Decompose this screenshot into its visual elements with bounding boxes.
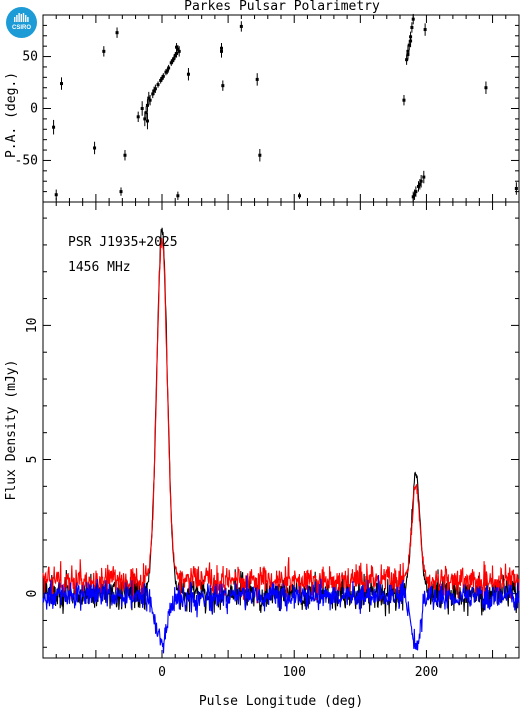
pa-point [175,45,179,49]
total-intensity-line [42,227,520,617]
flux-y-axis-label: Flux Density (mJy) [4,360,19,501]
pa-point [258,153,262,157]
pa-point [409,39,413,43]
pa-y-tick-label: 50 [22,50,38,65]
pa-point [419,179,423,183]
pa-point [160,76,164,80]
pa-point [175,51,179,55]
pa-point [169,61,173,65]
pa-point [405,58,409,62]
pa-point [514,186,518,190]
pa-point [145,119,149,123]
pa-point [407,43,411,47]
pa-point [176,47,180,51]
flux-y-tick-label: 0 [25,590,40,598]
logo-bars-icon [14,13,29,22]
pa-point [186,72,190,76]
pa-point [177,49,181,53]
pa-point [422,175,426,179]
pa-point [144,111,148,115]
pa-point [239,24,243,28]
pa-point [60,82,64,86]
pa-point [221,84,225,88]
pa-point [298,194,302,198]
pa-point [418,182,422,186]
pa-point [153,87,157,91]
pa-point [152,89,156,93]
pa-point [159,78,163,82]
pa-axes-frame [42,14,520,203]
pa-point [123,153,127,157]
frequency-label: 1456 MHz [68,260,131,275]
figure-title: Parkes Pulsar Polarimetry [184,0,380,14]
flux-y-tick-label: 10 [25,318,40,334]
linear-polarisation-line [42,237,520,604]
pa-point [411,195,415,199]
pa-point [402,98,406,102]
pulsar-name-label: PSR J1935+2025 [68,235,178,250]
pa-point [147,96,151,100]
pa-point [417,184,421,188]
pa-y-tick-label: 0 [30,102,38,117]
pa-point [411,17,415,21]
pa-point [140,107,144,110]
pa-point [161,74,165,78]
pa-point [148,98,152,102]
pa-point [54,193,58,197]
pa-point [423,28,427,32]
pa-point [102,49,106,53]
pa-point [145,103,149,107]
pa-point [176,194,180,198]
pa-point [151,92,155,96]
pa-point [410,25,414,29]
pa-point [119,190,123,194]
position-angle-panel: -50 0 50 P.A. (deg.) [4,13,520,203]
pa-y-tick-label: -50 [15,153,38,168]
pa-points [52,13,518,202]
pa-point [413,193,417,197]
flux-x-tick-label: 0 [158,665,166,680]
pa-point [173,54,177,58]
flux-x-tick-label: 200 [415,665,438,680]
pa-point [172,57,176,61]
pa-point [52,125,56,129]
circular-polarisation-line [42,574,520,654]
x-axis-label: Pulse Longitude (deg) [199,694,363,709]
logo-text: CSIRO [11,25,31,31]
pa-y-axis-label: P.A. (deg.) [4,72,19,158]
pa-point [136,115,140,119]
pa-point [115,31,119,35]
csiro-logo: CSIRO [6,7,37,38]
pa-point [171,59,175,63]
pa-point [255,77,259,81]
pa-point [143,117,147,121]
pa-point [93,146,97,150]
pa-point [156,83,160,87]
pa-point [167,66,171,70]
flux-y-tick-label: 5 [25,456,40,464]
flux-x-tick-label: 100 [282,665,305,680]
pa-point [484,86,488,90]
flux-series [42,227,520,654]
pa-ticks: -50 0 50 [15,14,520,203]
pa-point [165,69,169,73]
pa-point [220,46,223,50]
pa-point [406,49,410,53]
pa-point [414,190,418,194]
